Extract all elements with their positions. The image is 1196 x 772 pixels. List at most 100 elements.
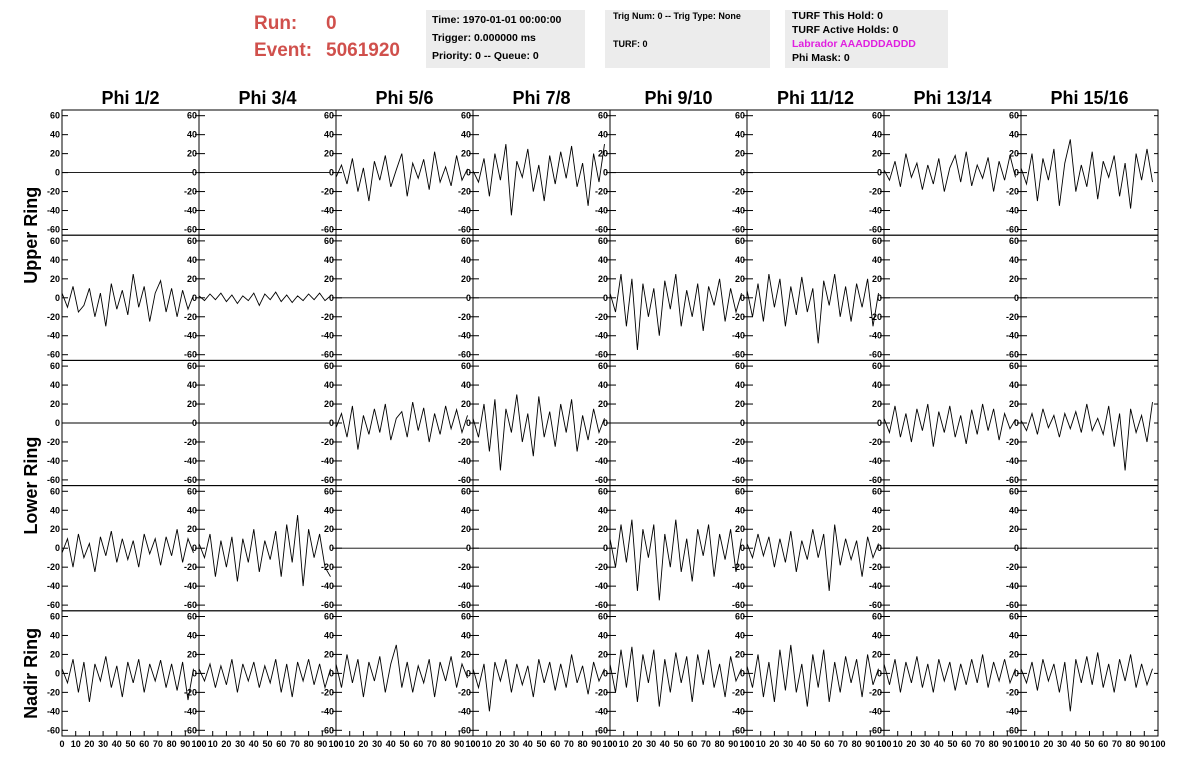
x-tick-label: 60 <box>1098 739 1108 749</box>
column-title: Phi 7/8 <box>512 88 570 108</box>
y-tick-label: -60 <box>1006 725 1019 735</box>
y-tick-label: 0 <box>740 168 745 178</box>
x-tick-label: 100 <box>602 739 617 749</box>
y-tick-label: -40 <box>869 456 882 466</box>
y-tick-label: -40 <box>595 206 608 216</box>
y-tick-label: -20 <box>1006 437 1019 447</box>
x-tick-label: 0 <box>333 739 338 749</box>
waveform <box>883 403 1016 447</box>
y-tick-label: -20 <box>321 312 334 322</box>
y-tick-label: -60 <box>1006 350 1019 360</box>
y-tick-label: 60 <box>872 236 882 246</box>
panel-frame <box>1020 359 1159 487</box>
y-tick-label: -40 <box>184 456 197 466</box>
y-tick-label: 20 <box>50 274 60 284</box>
y-tick-label: 0 <box>329 668 334 678</box>
y-tick-label: 40 <box>735 505 745 515</box>
y-tick-label: 20 <box>872 649 882 659</box>
x-tick-label: 100 <box>739 739 754 749</box>
y-tick-label: 60 <box>324 611 334 621</box>
x-tick-label: 50 <box>399 739 409 749</box>
y-tick-label: 0 <box>1014 668 1019 678</box>
panel-frame <box>472 109 611 236</box>
y-tick-label: -60 <box>595 350 608 360</box>
y-tick-label: 0 <box>877 668 882 678</box>
y-tick-label: 0 <box>466 668 471 678</box>
y-tick-label: 60 <box>598 611 608 621</box>
y-tick-label: -20 <box>184 312 197 322</box>
y-tick-label: 0 <box>877 543 882 553</box>
run-value: 0 <box>326 13 337 34</box>
y-tick-label: 40 <box>324 380 334 390</box>
y-tick-label: -20 <box>732 312 745 322</box>
y-tick-label: -60 <box>184 600 197 610</box>
y-tick-label: 40 <box>50 380 60 390</box>
x-tick-label: 10 <box>756 739 766 749</box>
y-tick-label: 20 <box>735 649 745 659</box>
x-tick-label: 70 <box>427 739 437 749</box>
panel-frame <box>1020 109 1159 236</box>
y-tick-label: -60 <box>869 600 882 610</box>
y-tick-label: 60 <box>187 236 197 246</box>
x-tick-label: 20 <box>632 739 642 749</box>
y-tick-label: -40 <box>732 581 745 591</box>
x-tick-label: 50 <box>810 739 820 749</box>
y-tick-label: 40 <box>872 130 882 140</box>
waveform <box>746 274 879 344</box>
x-tick-label: 20 <box>358 739 368 749</box>
waveform <box>609 519 742 601</box>
y-tick-label: -20 <box>47 312 60 322</box>
y-tick-label: -40 <box>321 456 334 466</box>
y-tick-label: -60 <box>869 225 882 235</box>
y-tick-label: 0 <box>192 668 197 678</box>
waveform <box>472 144 605 216</box>
y-tick-label: 0 <box>1014 168 1019 178</box>
y-tick-label: -20 <box>458 437 471 447</box>
y-tick-label: 0 <box>55 293 60 303</box>
y-tick-label: 60 <box>461 111 471 121</box>
x-tick-label: 70 <box>564 739 574 749</box>
y-tick-label: 40 <box>872 380 882 390</box>
y-tick-label: -40 <box>321 206 334 216</box>
y-tick-label: 20 <box>598 649 608 659</box>
y-tick-label: 20 <box>735 149 745 159</box>
y-tick-label: 0 <box>55 543 60 553</box>
y-tick-label: 20 <box>324 274 334 284</box>
waveform <box>1020 402 1153 471</box>
y-tick-label: 40 <box>324 130 334 140</box>
x-tick-label: 10 <box>208 739 218 749</box>
waveform <box>198 291 331 307</box>
y-tick-label: 20 <box>50 149 60 159</box>
info-text: Phi Mask: 0 <box>792 52 850 64</box>
y-tick-label: 20 <box>187 399 197 409</box>
y-tick-label: 20 <box>187 524 197 534</box>
x-tick-label: 50 <box>125 739 135 749</box>
y-tick-label: -60 <box>47 225 60 235</box>
y-tick-label: -20 <box>732 187 745 197</box>
x-tick-label: 10 <box>482 739 492 749</box>
x-tick-label: 60 <box>961 739 971 749</box>
y-tick-label: 0 <box>192 543 197 553</box>
y-tick-label: -60 <box>321 475 334 485</box>
y-tick-label: -20 <box>732 562 745 572</box>
y-tick-label: -60 <box>1006 225 1019 235</box>
x-tick-label: 50 <box>1084 739 1094 749</box>
waveform <box>198 514 331 587</box>
x-tick-label: 90 <box>591 739 601 749</box>
y-tick-label: -40 <box>458 456 471 466</box>
y-tick-label: 40 <box>735 380 745 390</box>
y-tick-label: 40 <box>1009 630 1019 640</box>
x-tick-label: 80 <box>441 739 451 749</box>
y-tick-label: 40 <box>735 255 745 265</box>
x-tick-label: 70 <box>838 739 848 749</box>
x-tick-label: 50 <box>947 739 957 749</box>
y-tick-label: 0 <box>466 418 471 428</box>
panel-frame <box>1020 610 1159 737</box>
y-tick-label: -40 <box>1006 706 1019 716</box>
y-tick-label: 60 <box>1009 361 1019 371</box>
panel-frame <box>746 485 885 612</box>
info-box <box>605 10 770 68</box>
x-tick-label: 50 <box>262 739 272 749</box>
y-tick-label: -20 <box>1006 687 1019 697</box>
y-tick-label: 40 <box>187 505 197 515</box>
